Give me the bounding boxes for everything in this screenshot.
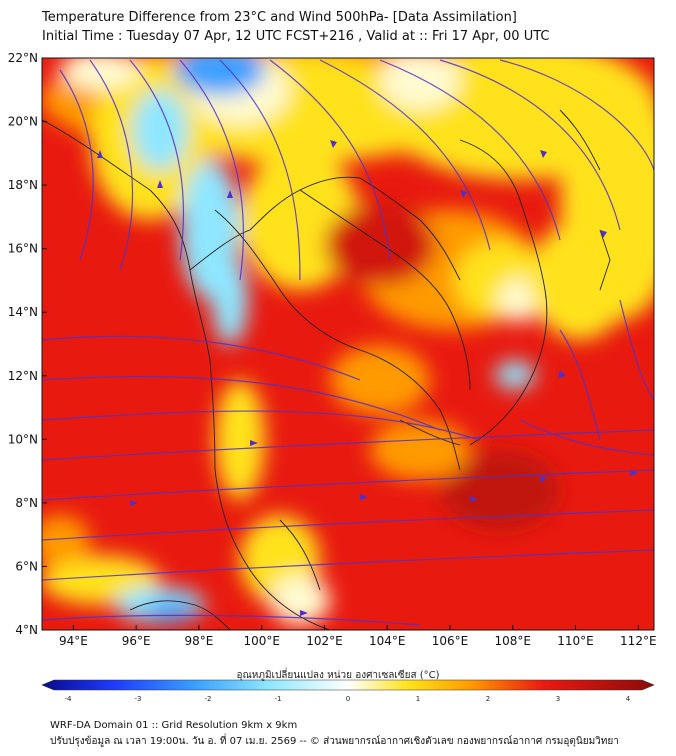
colorbar-tick-label: 2 bbox=[486, 695, 490, 703]
longitude-tick-label: 98°E bbox=[184, 634, 213, 648]
colorbar bbox=[41, 679, 655, 691]
longitude-axis: 94°E 96°E 98°E 100°E 102°E 104°E 106°E 108°E 110… bbox=[59, 625, 657, 648]
longitude-tick-label: 100°E bbox=[243, 634, 280, 648]
map-subtitle: Initial Time : Tuesday 07 Apr, 12 UTC FC… bbox=[42, 29, 550, 44]
longitude-tick-label: 94°E bbox=[59, 634, 88, 648]
colorbar-tick-label: -1 bbox=[275, 695, 282, 703]
colorbar-tick-label: 0 bbox=[346, 695, 350, 703]
latitude-tick-label: 20°N bbox=[8, 115, 38, 129]
latitude-tick-label: 4°N bbox=[15, 623, 38, 637]
longitude-tick-label: 112°E bbox=[620, 634, 657, 648]
wind-arrows bbox=[97, 140, 638, 616]
longitude-tick-label: 96°E bbox=[122, 634, 151, 648]
footer-update-info: ปรับปรุงข้อมูล ณ เวลา 19:00น. วัน อ. ที่… bbox=[50, 736, 619, 747]
latitude-tick-label: 16°N bbox=[8, 242, 38, 256]
wind-streamlines bbox=[42, 59, 654, 626]
map-title: Temperature Difference from 23°C and Win… bbox=[42, 10, 517, 25]
latitude-tick-label: 8°N bbox=[15, 496, 38, 510]
latitude-tick-label: 6°N bbox=[15, 559, 38, 573]
latitude-tick-label: 22°N bbox=[8, 51, 38, 65]
country-borders bbox=[42, 109, 611, 630]
colorbar-tick-label: -4 bbox=[65, 695, 73, 703]
longitude-tick-label: 108°E bbox=[495, 634, 532, 648]
latitude-axis: 22°N 20°N 18°N 16°N 14°N 12°N 10°N 8°N 6°N 4°N bbox=[8, 51, 47, 637]
colorbar-tick-label: 1 bbox=[416, 695, 420, 703]
footer-model-info: WRF-DA Domain 01 :: Grid Resolution 9km … bbox=[50, 720, 298, 731]
colorbar-ticks: -4 -3 -2 -1 0 1 2 3 4 bbox=[65, 695, 631, 703]
colorbar-label: อุณหภูมิเปลี่ยนแปลง หน่วย องศาเซลเซียส (… bbox=[236, 670, 440, 681]
map-frame bbox=[41, 57, 655, 631]
colorbar-tick-label: -2 bbox=[205, 695, 212, 703]
latitude-tick-label: 18°N bbox=[8, 178, 38, 192]
temperature-field bbox=[42, 58, 654, 630]
colorbar-tick-label: -3 bbox=[135, 695, 142, 703]
latitude-tick-label: 10°N bbox=[8, 432, 38, 446]
longitude-tick-label: 110°E bbox=[557, 634, 594, 648]
longitude-tick-label: 106°E bbox=[432, 634, 469, 648]
latitude-tick-label: 14°N bbox=[8, 305, 38, 319]
longitude-tick-label: 104°E bbox=[369, 634, 406, 648]
latitude-tick-label: 12°N bbox=[8, 369, 38, 383]
colorbar-tick-label: 3 bbox=[556, 695, 560, 703]
colorbar-tick-label: 4 bbox=[626, 695, 631, 703]
longitude-tick-label: 102°E bbox=[306, 634, 343, 648]
